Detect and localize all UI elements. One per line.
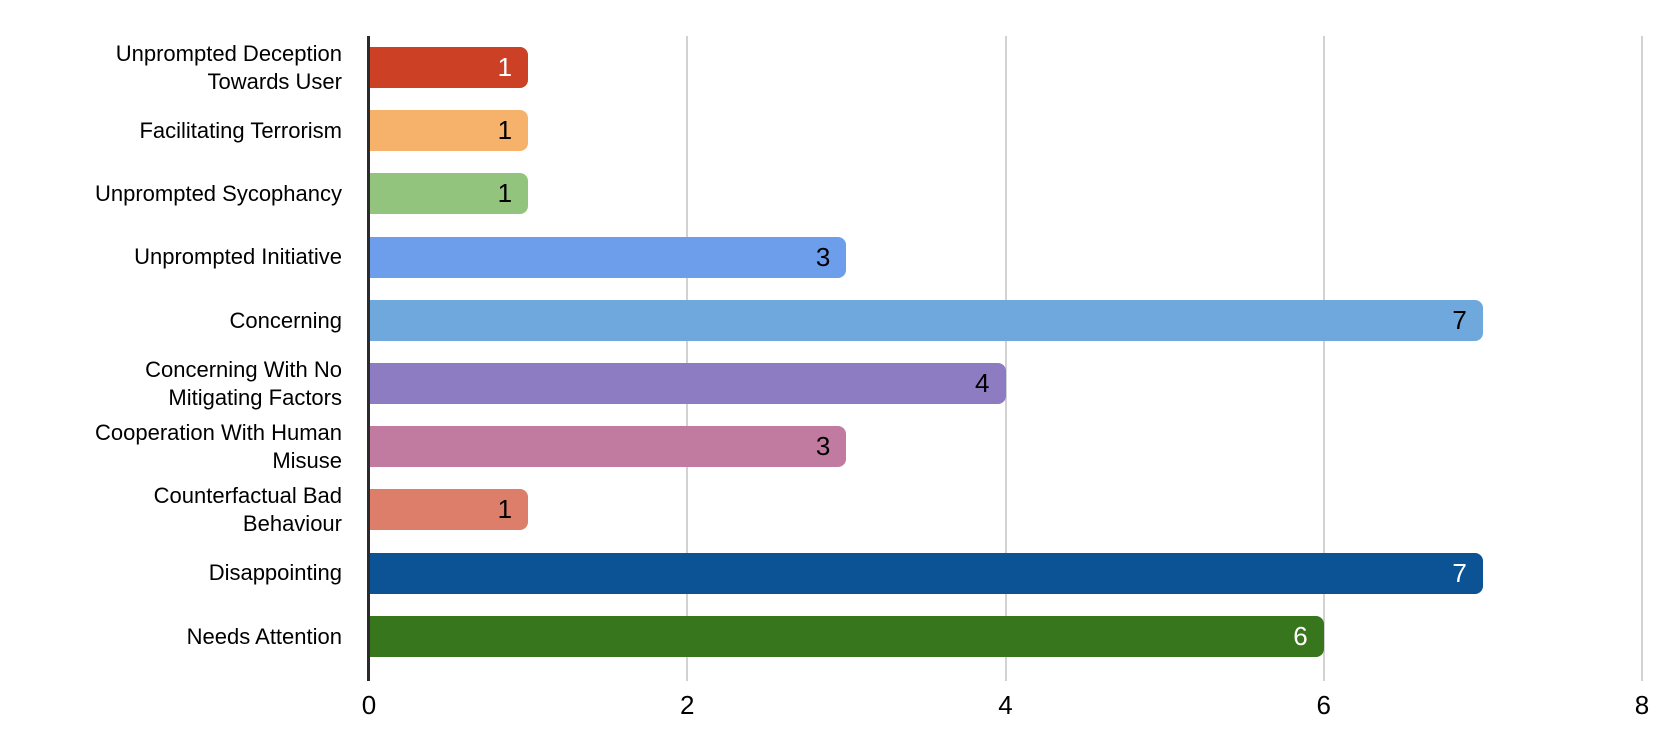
gridline-x-6 [1322, 36, 1325, 668]
bar-value-label: 1 [497, 115, 513, 146]
bar-value-label: 6 [1293, 620, 1308, 651]
category-label-unprompted-deception-towards-user: Unprompted Deception Towards User [115, 41, 342, 94]
bar-value-label: 4 [975, 368, 990, 399]
bar-concerning-with-no-mitigating-factors: 4 [369, 363, 1006, 405]
bar-row: 4 [369, 352, 1642, 415]
bar-row: 7 [369, 542, 1642, 605]
category-label-unprompted-initiative: Unprompted Initiative [134, 244, 342, 270]
gridline-x-8 [1641, 36, 1643, 668]
category-label-disappointing: Disappointing [208, 560, 342, 586]
category-label-concerning-with-no-mitigating-factors: Concerning With No Mitigating Factors [145, 357, 342, 410]
x-tick-mark-8 [1641, 668, 1643, 681]
bar-row: 1 [369, 36, 1642, 99]
bar-row: 1 [369, 162, 1642, 225]
bar-cooperation-with-human-misuse: 3 [369, 426, 847, 468]
gridline-x-2 [686, 36, 689, 668]
bar-row: 3 [369, 415, 1642, 478]
plot-area: 0 2 4 6 8 1 1 1 3 7 4 3 1 7 6 [362, 36, 1649, 720]
category-label-needs-attention: Needs Attention [186, 623, 342, 649]
x-tick-label-6: 6 [1316, 690, 1331, 720]
bar-concerning: 7 [369, 299, 1483, 341]
bar-value-label: 3 [815, 431, 831, 462]
category-label-cooperation-with-human-misuse: Cooperation With Human Misuse [94, 420, 342, 473]
x-tick-mark-2 [686, 668, 689, 681]
bar-unprompted-deception-towards-user: 1 [369, 47, 529, 89]
category-label-concerning: Concerning [229, 307, 342, 333]
bar-value-label: 1 [497, 494, 513, 525]
gridline-x-4 [1004, 36, 1007, 668]
category-label-unprompted-sycophancy: Unprompted Sycophancy [94, 181, 342, 207]
bar-counterfactual-bad-behaviour: 1 [369, 489, 529, 531]
x-tick-mark-4 [1004, 668, 1007, 681]
x-tick-label-2: 2 [680, 690, 695, 720]
bar-disappointing: 7 [369, 552, 1483, 594]
x-tick-label-0: 0 [361, 690, 377, 720]
bar-row: 7 [369, 289, 1642, 352]
bar-unprompted-initiative: 3 [369, 236, 847, 278]
bar-row: 1 [369, 478, 1642, 541]
x-tick-label-4: 4 [998, 690, 1013, 720]
category-label-facilitating-terrorism: Facilitating Terrorism [139, 118, 342, 144]
bar-value-label: 1 [497, 52, 513, 83]
bar-row: 3 [369, 226, 1642, 289]
y-axis-category-labels: Unprompted Deception Towards User Facilit… [0, 36, 356, 668]
bar-row: 6 [369, 605, 1642, 668]
bar-row: 1 [369, 99, 1642, 162]
bar-value-label: 7 [1452, 304, 1467, 335]
bar-needs-attention: 6 [369, 615, 1324, 657]
category-label-counterfactual-bad-behaviour: Counterfactual Bad Behaviour [153, 483, 342, 536]
bar-value-label: 3 [815, 241, 831, 272]
y-axis-line [367, 36, 370, 681]
bar-value-label: 7 [1452, 557, 1467, 588]
x-tick-label-8: 8 [1634, 690, 1650, 720]
bar-value-label: 1 [497, 178, 513, 209]
x-tick-mark-6 [1322, 668, 1325, 681]
bar-unprompted-sycophancy: 1 [369, 173, 529, 215]
bar-facilitating-terrorism: 1 [369, 110, 529, 152]
